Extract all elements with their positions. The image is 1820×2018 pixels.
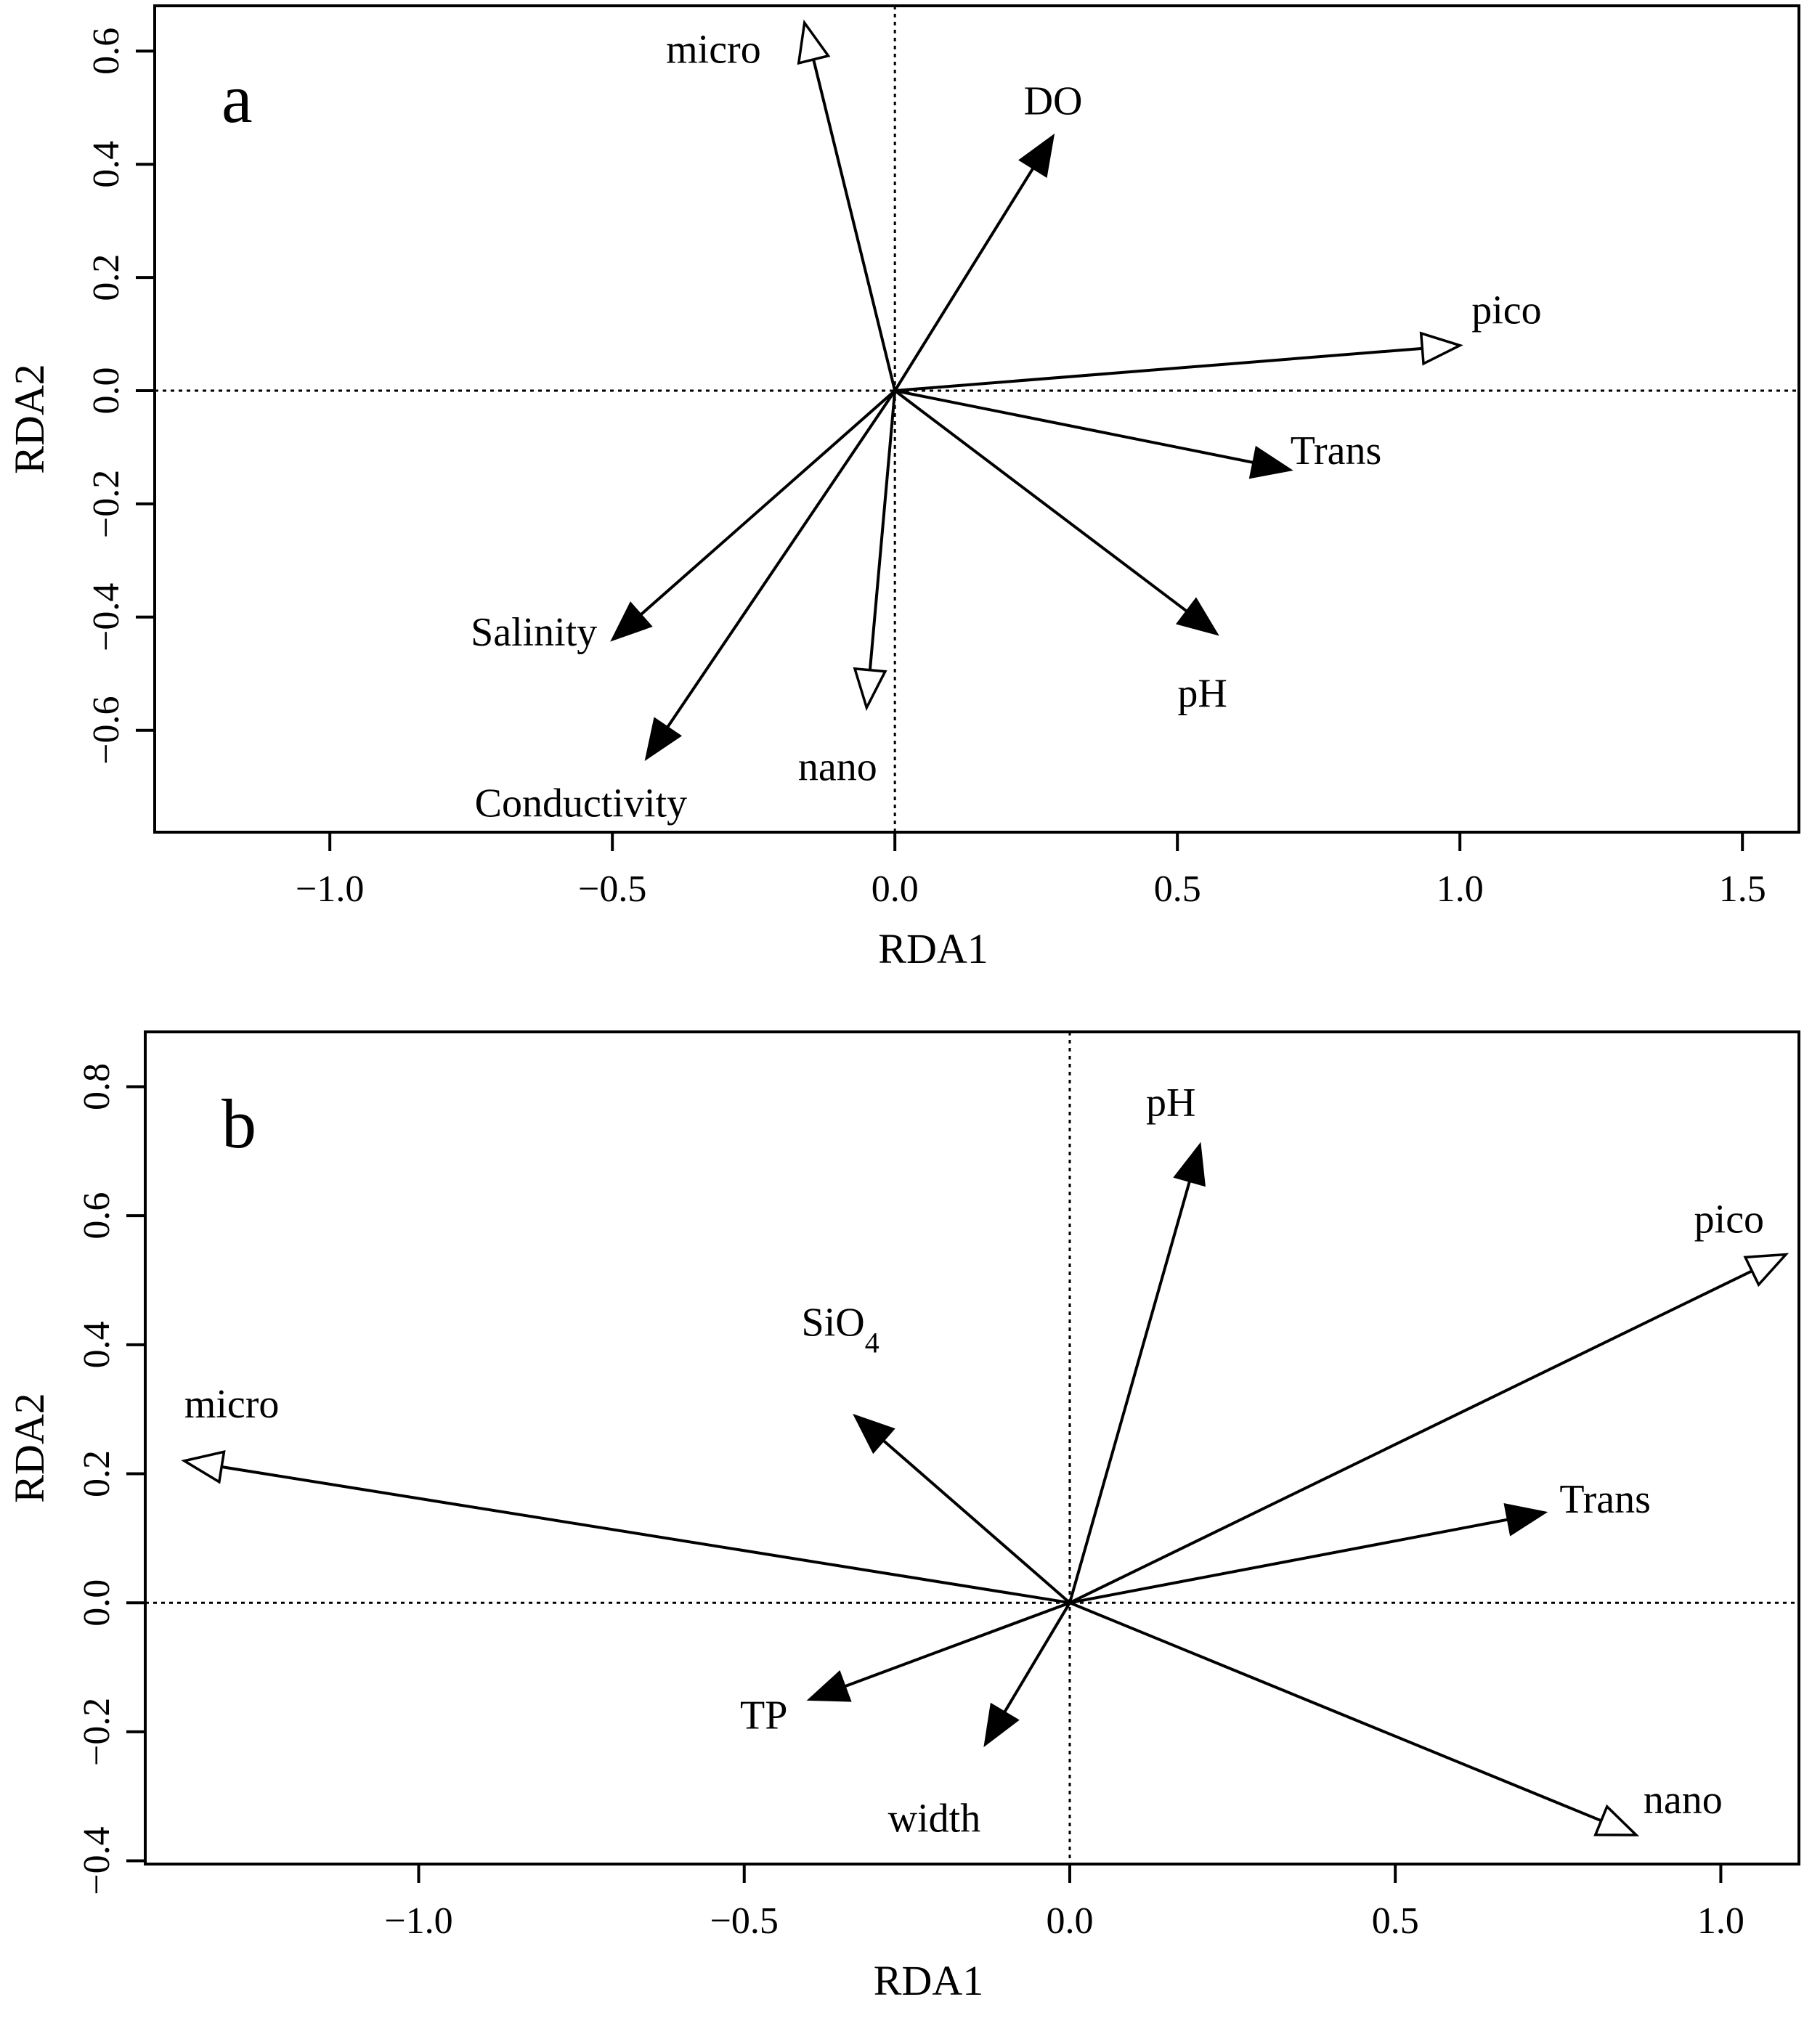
panel-b-letter: b — [222, 1085, 256, 1163]
panel-a-letter: a — [222, 60, 253, 137]
panel-a-vector-labels: micro DO pico Trans pH nano Salinity Conductivi… — [471, 27, 1542, 826]
vector-label-salinity: Salinity — [471, 610, 597, 655]
vector-label-conductivity: Conductivity — [475, 781, 687, 826]
y-tick-label: 0.6 — [76, 1192, 118, 1240]
panel-b-y-axis-title: RDA2 — [6, 1393, 53, 1502]
vector-label-trans: Trans — [1559, 1477, 1651, 1522]
vector-shaft-pico — [895, 346, 1423, 393]
x-tick-label: 1.5 — [1719, 868, 1766, 910]
panel-b-vector-labels: pH pico SiO4 micro Trans TP width nano — [184, 1080, 1764, 1841]
y-tick-label: 0.0 — [86, 367, 127, 415]
vector-arrowhead-width — [983, 1702, 1020, 1748]
panel-a: micro DO pico Trans pH nano Salinity Conductivi… — [6, 4, 1800, 972]
vector-label-nano: nano — [1644, 1778, 1723, 1823]
y-tick-label: −0.4 — [76, 1826, 118, 1895]
vector-label-ph: pH — [1177, 671, 1227, 716]
vector-arrowhead-sio — [853, 1413, 895, 1454]
vector-shaft-ph — [893, 389, 1188, 613]
y-tick-label: 0.6 — [86, 28, 127, 75]
panel-b-x-axis-title: RDA1 — [874, 1957, 983, 2004]
x-tick-label: 0.0 — [872, 868, 919, 910]
vector-label-width: width — [888, 1797, 981, 1842]
panel-a-plot-frame — [153, 4, 1800, 834]
vector-shaft-trans — [894, 389, 1254, 464]
vector-shaft-salinity — [639, 389, 896, 617]
vector-label-tp: TP — [740, 1693, 787, 1738]
vector-label-ph: pH — [1146, 1080, 1195, 1125]
vector-label-trans: Trans — [1291, 428, 1382, 473]
vector-shaft-nano — [1069, 1601, 1602, 1823]
vector-arrowhead-nano — [1593, 1804, 1640, 1836]
vector-label-nano: nano — [798, 745, 877, 790]
vector-arrowhead-ph — [1173, 1142, 1206, 1187]
vector-arrowhead-nano — [853, 667, 887, 712]
vector-shaft-trans — [1069, 1518, 1508, 1605]
vector-arrowhead-tp — [806, 1670, 852, 1702]
vector-shaft-nano — [868, 390, 897, 670]
y-tick-label: 0.4 — [86, 141, 127, 188]
vector-label-micro: micro — [184, 1382, 280, 1427]
vector-label-sio: SiO4 — [802, 1301, 879, 1359]
panel-b: pH pico SiO4 micro Trans TP width nano −1.0 −0.5… — [6, 1030, 1800, 2004]
panel-b-plot-frame — [144, 1030, 1800, 1866]
panel-b-zero-lines — [145, 1032, 1799, 1864]
y-tick-label: 0.8 — [76, 1063, 118, 1110]
panel-b-x-axis: −1.0 −0.5 0.0 0.5 1.0 — [384, 1864, 1744, 1942]
vector-arrowhead-salinity — [610, 601, 653, 642]
vector-arrowhead-micro — [181, 1449, 226, 1484]
panel-a-x-axis-title: RDA1 — [878, 925, 988, 972]
y-tick-label: −0.6 — [86, 696, 127, 765]
x-tick-label: 0.5 — [1372, 1900, 1419, 1942]
vector-arrowhead-do — [1018, 133, 1055, 178]
y-tick-label: 0.2 — [76, 1450, 118, 1497]
vector-shaft-sio — [882, 1439, 1071, 1604]
vector-shaft-conductivity — [666, 389, 896, 728]
vector-arrowhead-trans — [1503, 1503, 1548, 1537]
vector-arrowhead-ph — [1175, 597, 1219, 636]
vector-shaft-do — [893, 167, 1035, 392]
vector-shaft-ph — [1068, 1180, 1191, 1603]
vector-shaft-width — [1003, 1602, 1071, 1714]
vector-arrowhead-conductivity — [644, 717, 683, 761]
panel-a-zero-lines — [155, 6, 1799, 832]
panel-a-vectors — [610, 19, 1463, 761]
y-tick-label: −0.2 — [86, 470, 127, 538]
vector-label-do: DO — [1024, 78, 1083, 123]
x-tick-label: 0.5 — [1154, 868, 1201, 910]
y-tick-label: 0.0 — [76, 1579, 118, 1627]
x-tick-label: 1.0 — [1697, 1900, 1744, 1942]
y-tick-label: −0.2 — [76, 1698, 118, 1766]
panel-a-y-axis-title: RDA2 — [6, 364, 53, 473]
y-tick-label: 0.2 — [86, 254, 127, 301]
vector-arrowhead-pico — [1419, 331, 1463, 366]
x-tick-label: −0.5 — [710, 1900, 779, 1942]
vector-arrowhead-micro — [797, 19, 831, 65]
x-tick-label: −1.0 — [296, 868, 364, 910]
x-tick-label: −1.0 — [384, 1900, 452, 1942]
x-tick-label: −0.5 — [578, 868, 646, 910]
panel-a-y-axis: −0.6 −0.4 −0.2 0.0 0.2 0.4 0.6 — [86, 28, 155, 765]
panel-a-x-axis: −1.0 −0.5 0.0 0.5 1.0 1.5 — [296, 832, 1766, 910]
vector-label-pico: pico — [1694, 1197, 1764, 1242]
x-tick-label: 1.0 — [1437, 868, 1484, 910]
vector-label-micro: micro — [666, 27, 761, 72]
vector-shaft-pico — [1069, 1269, 1753, 1605]
x-tick-label: 0.0 — [1046, 1900, 1093, 1942]
vector-label-pico: pico — [1471, 288, 1541, 333]
vector-arrowhead-trans — [1248, 445, 1293, 479]
vector-shaft-micro — [221, 1465, 1071, 1605]
vector-shaft-micro — [812, 59, 897, 391]
panel-b-vectors — [181, 1142, 1789, 1836]
y-tick-label: 0.4 — [76, 1321, 118, 1368]
y-tick-label: −0.4 — [86, 583, 127, 651]
vector-shaft-tp — [844, 1601, 1071, 1688]
panel-b-y-axis: −0.4 −0.2 0.0 0.2 0.4 0.6 0.8 — [76, 1063, 145, 1895]
vector-arrowhead-pico — [1743, 1253, 1789, 1287]
